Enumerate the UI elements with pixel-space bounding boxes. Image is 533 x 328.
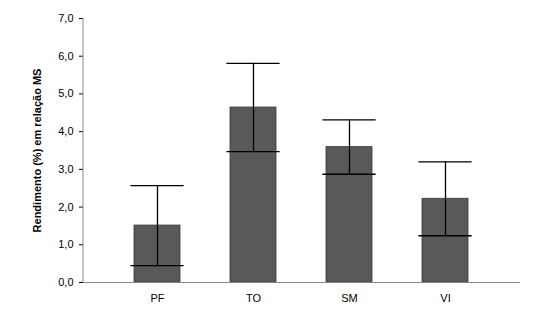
svg-text:7,0: 7,0 [58,12,73,24]
svg-text:VI: VI [440,292,450,304]
svg-text:6,0: 6,0 [58,50,73,62]
svg-text:0,0: 0,0 [58,276,73,288]
svg-text:Rendimento (%) em relação MS: Rendimento (%) em relação MS [31,69,43,233]
svg-text:4,0: 4,0 [58,125,73,137]
svg-text:2,0: 2,0 [58,201,73,213]
svg-text:TO: TO [246,292,262,304]
svg-text:PF: PF [150,292,164,304]
svg-text:SM: SM [341,292,358,304]
svg-text:1,0: 1,0 [58,238,73,250]
svg-text:5,0: 5,0 [58,87,73,99]
svg-text:3,0: 3,0 [58,163,73,175]
